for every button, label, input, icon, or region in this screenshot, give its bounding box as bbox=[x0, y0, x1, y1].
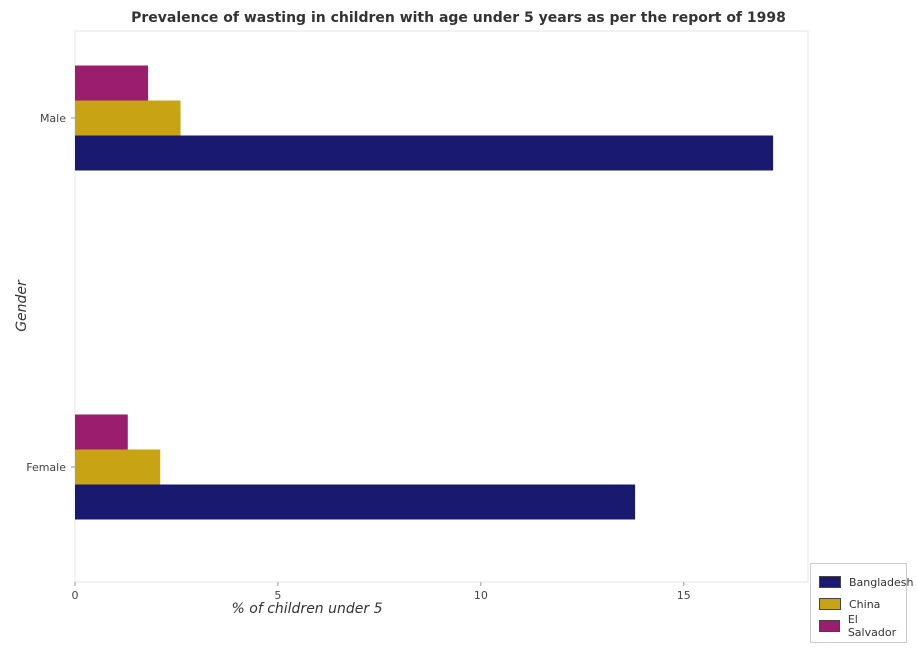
y-tick-label-male: Male bbox=[40, 112, 66, 125]
legend-swatch bbox=[819, 576, 841, 588]
legend-item-china: China bbox=[819, 595, 880, 613]
legend-label: El Salvador bbox=[847, 613, 897, 639]
legend: Bangladesh China El Salvador bbox=[810, 563, 914, 643]
bar-female-el-salvador bbox=[75, 414, 128, 450]
legend-swatch bbox=[819, 620, 840, 632]
x-tick-label: 10 bbox=[474, 589, 488, 602]
bar-male-bangladesh bbox=[75, 135, 774, 171]
bar-male-china bbox=[75, 100, 181, 136]
y-tick-label-female: Female bbox=[26, 461, 66, 474]
legend-item-el-salvador: El Salvador bbox=[819, 613, 906, 639]
legend-label: Bangladesh bbox=[849, 575, 914, 589]
x-tick-label: 15 bbox=[677, 589, 691, 602]
chart-title: Prevalence of wasting in children with a… bbox=[131, 10, 786, 26]
x-axis-label: % of children under 5 bbox=[232, 601, 383, 617]
y-axis-label: Gender bbox=[14, 279, 30, 332]
legend-item-bangladesh: Bangladesh bbox=[819, 573, 914, 591]
x-tick-labels: 0 5 10 15 bbox=[72, 582, 691, 602]
bar-male-el-salvador bbox=[75, 65, 149, 101]
plot-area-frame bbox=[74, 30, 809, 583]
bar-female-bangladesh bbox=[75, 484, 636, 520]
bars-group bbox=[75, 65, 774, 520]
bar-female-china bbox=[75, 449, 161, 485]
x-tick-label: 5 bbox=[274, 589, 281, 602]
x-tick-label: 0 bbox=[72, 589, 79, 602]
legend-label: China bbox=[849, 597, 881, 611]
y-tick-labels: Female Male bbox=[26, 112, 75, 474]
legend-swatch bbox=[819, 598, 841, 610]
